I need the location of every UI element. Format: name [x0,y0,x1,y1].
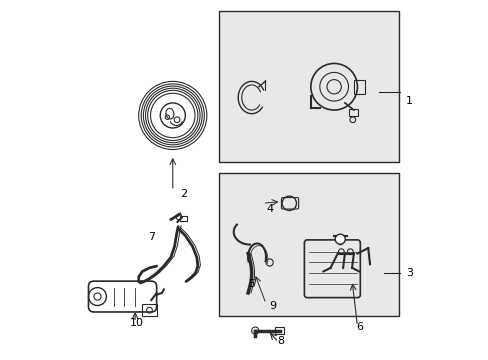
Text: 2: 2 [180,189,187,199]
Bar [353,80,364,94]
Text: 7: 7 [147,232,155,242]
Text: 4: 4 [265,204,273,214]
Text: 3: 3 [405,268,412,278]
Bar [348,109,357,116]
Text: 9: 9 [269,301,276,311]
Text: 5: 5 [248,279,255,289]
Bar [219,173,398,316]
Circle shape [335,234,345,244]
Bar [274,327,284,334]
Bar [180,216,187,221]
Text: 10: 10 [130,319,143,328]
Text: 8: 8 [276,336,284,346]
Text: 6: 6 [355,322,362,332]
Text: 1: 1 [405,96,412,106]
Bar [142,304,156,316]
Bar [219,12,398,162]
